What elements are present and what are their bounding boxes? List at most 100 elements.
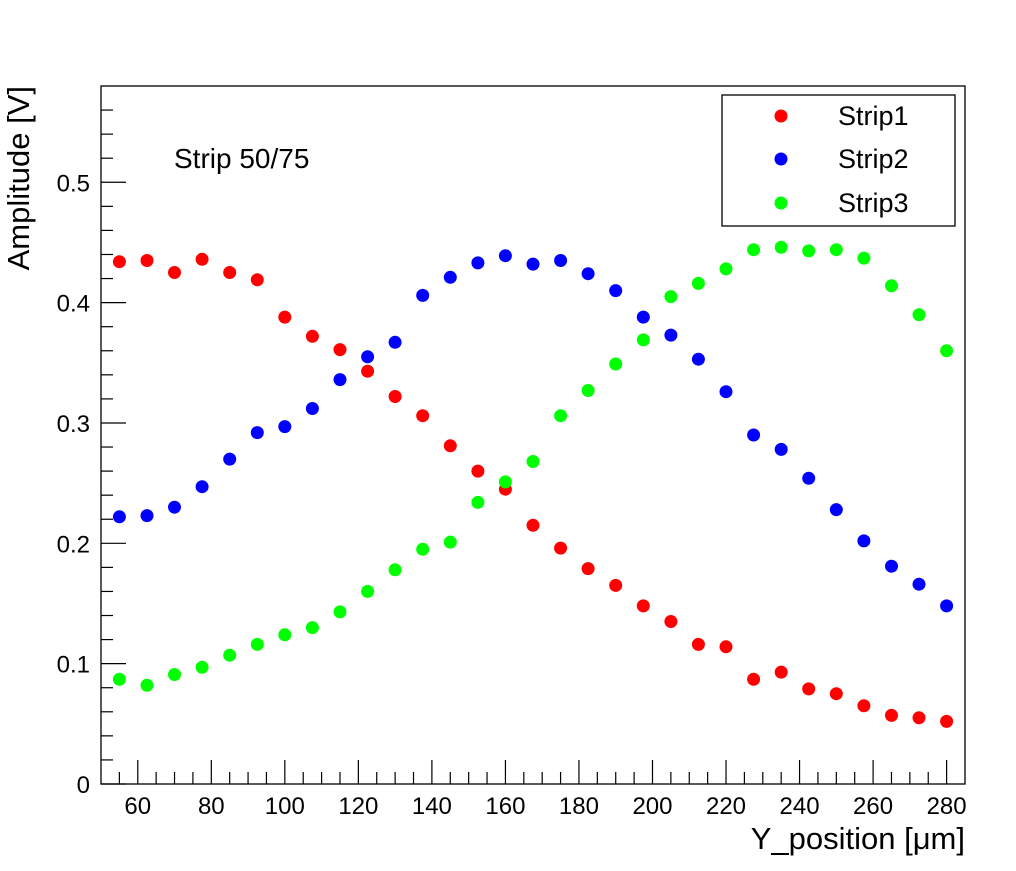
point-strip3-21	[691, 276, 705, 290]
point-strip1-9	[361, 364, 375, 378]
x-tick-label-100: 100	[265, 793, 305, 820]
point-strip1-8	[333, 343, 347, 357]
x-axis-ticks	[118, 760, 948, 784]
point-strip2-15	[526, 257, 540, 271]
point-strip2-22	[719, 385, 733, 399]
y-tick-label-0: 0	[77, 772, 90, 799]
y-tick-label-1: 0.1	[57, 652, 90, 679]
x-tick-label-80: 80	[198, 793, 225, 820]
point-strip1-17	[581, 562, 595, 576]
point-strip2-0	[112, 510, 126, 524]
point-strip3-13	[471, 495, 485, 509]
point-strip2-21	[691, 352, 705, 366]
point-strip3-12	[443, 535, 457, 549]
x-tick-label-160: 160	[485, 793, 525, 820]
x-tick-label-120: 120	[338, 793, 378, 820]
x-tick-label-200: 200	[632, 793, 672, 820]
point-strip2-8	[333, 373, 347, 387]
point-strip1-15	[526, 518, 540, 532]
point-strip3-20	[664, 290, 678, 304]
point-strip1-2	[168, 266, 181, 279]
point-strip3-9	[361, 584, 375, 598]
legend-box	[721, 94, 956, 227]
y-tick-label-5: 0.5	[57, 170, 90, 197]
point-strip3-4	[223, 648, 237, 662]
x-axis-label: Y_position [μm]	[751, 821, 965, 856]
point-strip3-29	[912, 308, 926, 322]
point-strip1-0	[112, 255, 126, 269]
point-strip2-17	[581, 267, 595, 281]
point-strip1-26	[829, 687, 843, 701]
point-strip2-9	[361, 350, 375, 364]
point-strip2-16	[554, 254, 568, 267]
x-tick-label-140: 140	[412, 793, 452, 820]
x-tick-label-260: 260	[853, 793, 893, 820]
point-strip1-7	[305, 329, 319, 343]
point-strip2-7	[305, 402, 319, 415]
y-axis-tick-labels: 0 0.1 0.2 0.3 0.4 0.5	[57, 170, 90, 799]
y-tick-label-3: 0.3	[57, 411, 90, 438]
point-strip2-10	[388, 335, 402, 349]
point-strip1-12	[443, 439, 457, 453]
point-strip1-10	[388, 390, 402, 403]
point-strip3-1	[140, 678, 154, 692]
point-strip3-15	[526, 455, 540, 468]
point-strip2-20	[664, 328, 678, 342]
point-strip3-30	[940, 344, 954, 358]
point-strip3-2	[168, 668, 181, 681]
x-axis-tick-labels: 60 80 100 120 140 160 180 200 220 240 260 280	[124, 793, 966, 820]
point-strip2-2	[168, 500, 181, 514]
x-tick-label-220: 220	[706, 793, 746, 820]
point-strip1-6	[278, 310, 292, 324]
point-strip2-24	[774, 442, 788, 456]
y-axis-label: Amplitude [V]	[1, 86, 36, 270]
point-strip3-24	[774, 240, 788, 254]
point-strip3-26	[829, 243, 843, 257]
point-strip2-14	[498, 249, 512, 263]
point-strip2-27	[857, 534, 871, 548]
y-tick-label-2: 0.2	[57, 531, 90, 558]
point-strip1-24	[774, 665, 788, 679]
legend-marker-strip3	[774, 196, 788, 210]
point-strip1-11	[416, 409, 430, 423]
legend-marker-strip2	[774, 152, 788, 166]
point-strip2-19	[636, 310, 650, 324]
point-strip3-11	[416, 542, 430, 556]
point-strip3-7	[305, 621, 319, 635]
point-strip2-29	[912, 577, 926, 591]
x-tick-label-240: 240	[780, 793, 820, 820]
chart-annotation: Strip 50/75	[174, 143, 309, 174]
point-strip3-28	[885, 279, 898, 293]
point-strip3-16	[554, 409, 568, 423]
point-strip2-23	[747, 428, 761, 442]
x-tick-label-60: 60	[124, 793, 151, 820]
plot-frame	[100, 85, 966, 785]
point-strip3-6	[278, 628, 292, 642]
point-strip3-22	[719, 262, 733, 276]
point-strip3-0	[112, 672, 126, 686]
point-strip1-1	[140, 254, 154, 267]
point-strip2-12	[443, 270, 457, 284]
point-strip2-30	[940, 599, 954, 613]
point-strip2-4	[223, 452, 237, 466]
point-strip2-5	[250, 426, 264, 440]
point-strip3-19	[636, 333, 650, 347]
point-strip3-18	[609, 357, 623, 371]
point-strip1-25	[802, 682, 816, 696]
legend-label-strip3: Strip3	[838, 188, 909, 218]
point-strip1-16	[554, 541, 568, 555]
point-strip1-18	[609, 578, 623, 592]
legend: Strip1 Strip2 Strip3	[721, 94, 956, 227]
point-strip2-1	[140, 509, 154, 523]
y-tick-label-4: 0.4	[57, 291, 90, 318]
point-strip2-13	[471, 256, 485, 270]
point-strip1-19	[636, 599, 650, 613]
data-points	[112, 240, 954, 728]
point-strip1-27	[857, 699, 871, 713]
point-strip3-5	[250, 637, 264, 651]
point-strip1-23	[747, 672, 761, 686]
legend-label-strip2: Strip2	[838, 144, 909, 174]
point-strip3-25	[802, 244, 816, 258]
point-strip1-22	[719, 640, 733, 654]
